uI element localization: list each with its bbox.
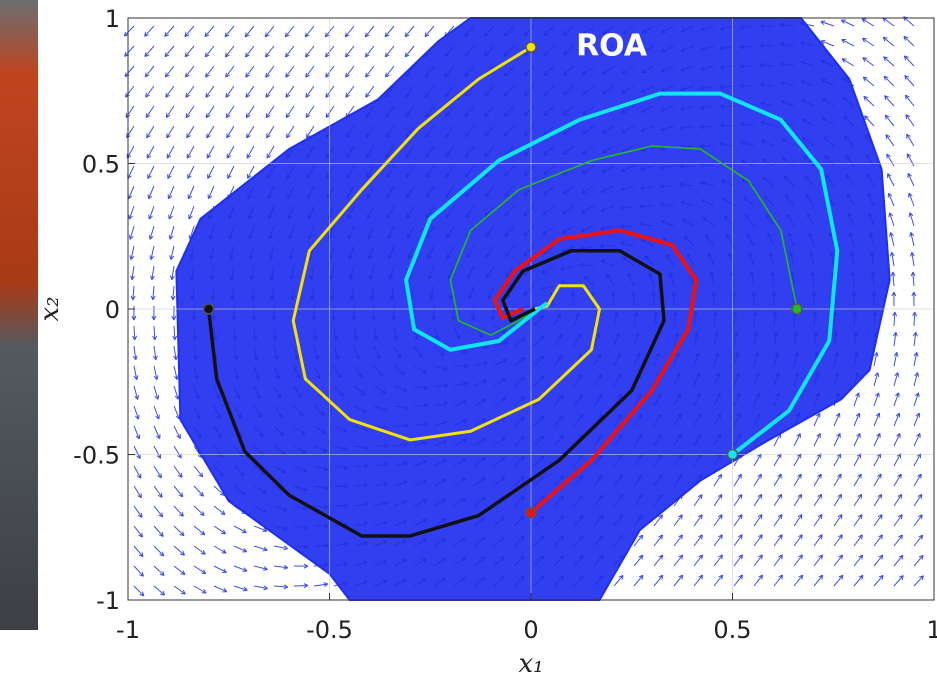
x-axis-label: x₁: [518, 649, 543, 679]
x-tick-label: -0.5: [306, 616, 353, 644]
vector-field: [123, 16, 924, 597]
y-axis-label: x₂: [35, 296, 65, 321]
photo-strip: [0, 0, 38, 630]
start-marker: [525, 41, 537, 53]
x-tick-label: 0: [523, 616, 538, 644]
y-tick-label: 0.5: [82, 151, 120, 179]
trajectory: [291, 45, 602, 442]
y-tick-label: -0.5: [73, 442, 120, 470]
plot-area: ROA: [123, 16, 935, 601]
trajectory: [206, 249, 666, 538]
x-tick-label: 0.5: [713, 616, 751, 644]
trajectory: [404, 91, 840, 457]
x-tick-label: 1: [926, 616, 937, 644]
y-tick-label: -1: [96, 587, 120, 615]
annotation: ROA: [576, 29, 648, 64]
start-marker: [525, 506, 537, 519]
trajectory: [449, 145, 798, 336]
start-marker: [791, 303, 803, 315]
y-tick-label: 0: [105, 296, 120, 324]
y-tick-label: 1: [105, 5, 120, 33]
start-marker: [726, 448, 739, 461]
start-marker: [202, 303, 215, 315]
trajectory: [492, 228, 699, 515]
x-tick-label: -1: [116, 616, 140, 644]
